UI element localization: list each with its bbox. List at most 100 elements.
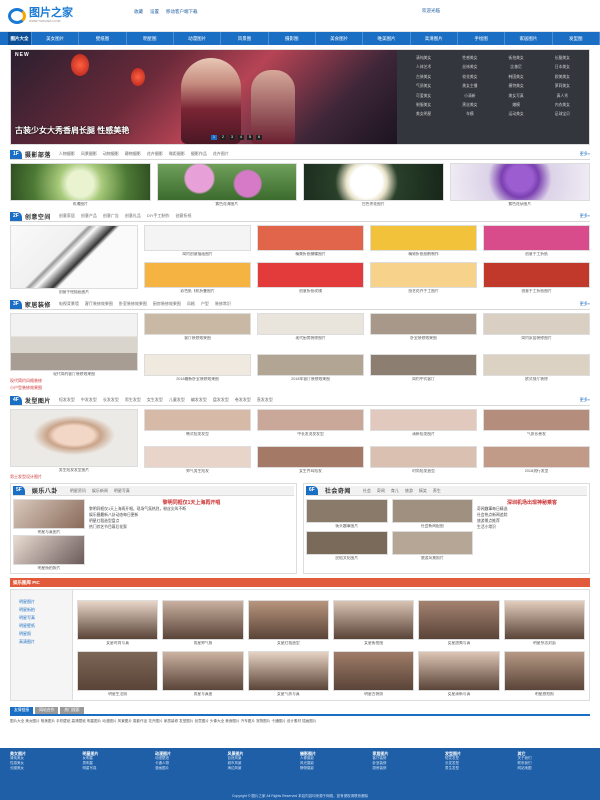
photo-caption[interactable]: 紫色花朵图片 (508, 202, 532, 206)
grid-caption[interactable]: 帅气男生短发 (186, 469, 209, 473)
nav-home[interactable]: 图片大全 (8, 32, 32, 45)
section-title[interactable]: 社会奇闻 (324, 489, 351, 495)
grid-thumbnail[interactable] (483, 225, 590, 251)
star-card[interactable]: 女星清新写真 (418, 651, 500, 698)
rose-thumbnail[interactable] (10, 163, 151, 201)
hero-page[interactable]: 3 (229, 135, 235, 140)
hero-tag[interactable]: 人体艺术 (416, 65, 432, 70)
society-text[interactable]: 社会热点新闻追踪 (477, 513, 508, 517)
section-link[interactable]: 儿童发型 (168, 397, 185, 402)
photo-caption[interactable]: 街头趣事图片 (335, 524, 359, 528)
photo-caption[interactable]: 白色茶花图片 (361, 202, 385, 206)
grid-card[interactable]: 现代厨房装修图片 (257, 313, 364, 351)
grid-caption[interactable]: 欧式餐厅装修 (525, 376, 548, 381)
society-text[interactable]: 生活小常识 (477, 525, 496, 529)
grid-card[interactable]: 2018最新卧室装修效果图 (144, 353, 251, 392)
hero-tag[interactable]: 丝袜美女 (462, 65, 478, 70)
section-title[interactable]: 娱乐八卦 (31, 489, 58, 495)
hero-image[interactable]: NEW 古装少女大秀香肩长腿 性感美艳 1 2 3 4 5 6 (11, 50, 397, 144)
tab-hot-search[interactable]: 热门搜索 (60, 707, 84, 714)
footer-column-title[interactable]: 美女图片 (10, 751, 26, 756)
grid-card[interactable]: 创意手工折纸 (483, 225, 590, 259)
grid-caption[interactable]: 纸艺花卉手工图片 (408, 288, 439, 293)
star-menu-item[interactable]: 明星街拍 (19, 607, 35, 612)
tab-friend-links[interactable]: 友情链接 (10, 707, 34, 714)
star-card[interactable]: 女星时尚写真 (77, 600, 159, 647)
footer-link[interactable]: 清纯美女 (10, 756, 24, 760)
section-link[interactable]: 编发发型 (190, 397, 207, 402)
top-link-favorite[interactable]: 收藏 (134, 8, 143, 14)
featured-caption[interactable]: 现代简约客厅装修效果图 (53, 372, 95, 376)
nav-item[interactable]: 风景图 (221, 32, 269, 45)
hero-tag[interactable]: 气质美女 (416, 84, 432, 89)
top-link-settings[interactable]: 设置 (150, 8, 159, 14)
star-card[interactable]: 明星生活照 (77, 651, 159, 698)
photo-card[interactable]: 白色茶花图片 (303, 163, 444, 207)
featured-caption[interactable]: 男生短发发型图片 (58, 468, 90, 472)
hero-tag[interactable]: 韩国美女 (508, 74, 524, 79)
camellia-thumbnail[interactable] (303, 163, 444, 201)
grid-card[interactable]: 精美折纸蝴蝶图片 (257, 225, 364, 259)
hero-tag[interactable]: 运动美女 (508, 112, 524, 117)
grid-thumbnail[interactable] (370, 446, 477, 468)
grid-thumbnail[interactable] (257, 409, 364, 431)
photo-caption[interactable]: 社会新闻配图 (420, 524, 444, 528)
nav-item[interactable]: 摄影图 (269, 32, 316, 45)
photo-card[interactable]: 紫色花海图片 (156, 163, 297, 207)
hero-page[interactable]: 6 (256, 135, 262, 140)
footer-column-title[interactable]: 发型图片 (445, 751, 461, 756)
society-text[interactable]: 奇闻趣事每日精选 (477, 507, 508, 511)
grid-caption[interactable]: 2018最新卧室装修效果图 (176, 376, 219, 381)
grid-card[interactable]: 中长发烫发发型 (257, 409, 364, 443)
star-thumbnail[interactable] (503, 651, 585, 691)
gossip-text[interactable]: 娱乐圈最新八卦动态每日更新 (89, 513, 139, 517)
nav-item[interactable]: 高清图片 (411, 32, 458, 45)
footer-link[interactable]: 性感美女 (10, 761, 24, 765)
hero-tag[interactable]: 街拍美女 (508, 56, 524, 60)
star-thumbnail[interactable] (418, 600, 500, 640)
photo-caption[interactable]: 明星街拍照片 (37, 566, 61, 570)
news-thumbnail[interactable] (306, 499, 388, 523)
news-thumbnail[interactable] (306, 531, 388, 555)
star-caption[interactable]: 女星街拍图 (364, 641, 384, 645)
hero-tag[interactable]: 黑丝美女 (462, 102, 478, 107)
section-title[interactable]: 家居装修 (24, 302, 51, 309)
grid-thumbnail[interactable] (370, 353, 477, 376)
nav-item[interactable]: 唯美图片 (363, 32, 411, 45)
section-title[interactable]: 发型图片 (24, 398, 51, 405)
star-thumbnail[interactable] (77, 600, 159, 640)
grid-card[interactable]: 气质长卷发 (483, 409, 590, 443)
grid-thumbnail[interactable] (257, 225, 364, 251)
nav-item[interactable]: 动漫图片 (174, 32, 222, 45)
hero-tag[interactable]: 欧美美女 (554, 74, 570, 79)
footer-link[interactable]: 卧室装修 (372, 761, 387, 765)
star-menu-item[interactable]: 明星图片 (19, 599, 35, 604)
section-link[interactable]: DIY手工制作 (146, 213, 170, 218)
section-link[interactable]: 摄影作品 (190, 151, 207, 156)
footer-link[interactable]: 人像摄影 (300, 756, 314, 760)
boy-hair-thumbnail[interactable] (10, 409, 138, 467)
grid-thumbnail[interactable] (144, 409, 251, 431)
star-thumbnail[interactable] (77, 651, 159, 691)
more-link[interactable]: 更多» (579, 213, 590, 218)
gossip-text[interactable]: 黎明同框仅1天上海再开唱，现场气氛热烈，粉丝尖叫不断 (89, 507, 187, 511)
section-link[interactable]: 创意广告 (102, 213, 119, 218)
star-caption[interactable]: 女星红毯造型 (276, 641, 300, 645)
section-link[interactable]: 装修常识 (214, 301, 231, 306)
section-link[interactable]: 风格 (186, 301, 195, 306)
grid-card[interactable]: 2018流行发型 (483, 446, 590, 480)
grid-card[interactable]: 简约家居装修图片 (483, 313, 590, 351)
nav-item[interactable]: 发型图 (553, 32, 600, 45)
footer-link[interactable]: 卡通人物 (155, 761, 169, 765)
footer-link[interactable]: 客厅装修 (372, 756, 387, 760)
footer-link[interactable]: 女明星 (82, 756, 94, 760)
friend-links[interactable]: 图片大全 美女图片 唯美图片 手机壁纸 高清壁纸 明星图片 动漫图片 风景图片 … (10, 719, 317, 723)
grid-thumbnail[interactable] (257, 261, 364, 288)
grid-card[interactable]: 简约中式客厅 (370, 353, 477, 392)
photo-card[interactable]: 紫色花朵图片 (449, 163, 590, 207)
section-link[interactable]: 直发发型 (256, 397, 273, 402)
section-link[interactable]: 花卉图片 (212, 151, 229, 156)
grid-thumbnail[interactable] (144, 313, 251, 335)
section-link[interactable]: 娱乐新闻 (91, 487, 108, 493)
grid-caption[interactable]: 简约家居装修图片 (521, 336, 552, 340)
